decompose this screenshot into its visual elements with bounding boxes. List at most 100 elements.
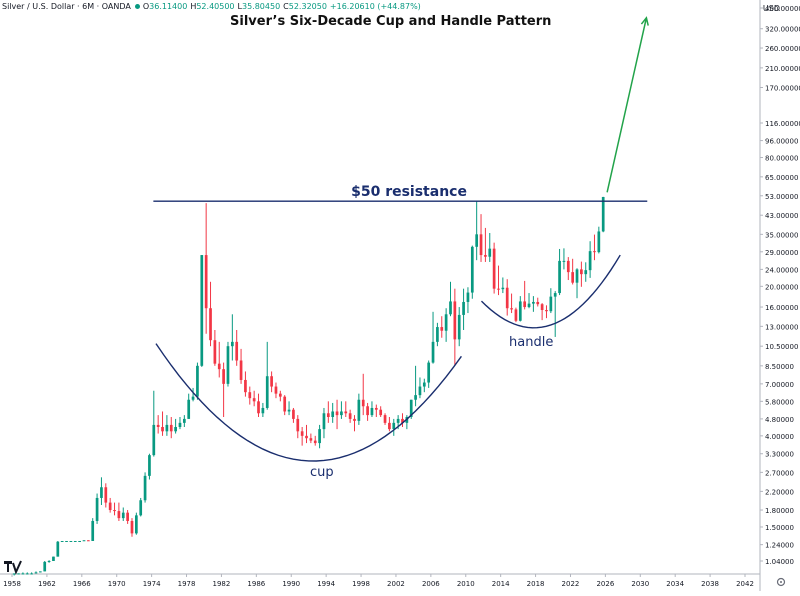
candle[interactable] (30, 572, 33, 575)
candle[interactable] (230, 314, 234, 361)
candle[interactable] (100, 477, 103, 506)
candle[interactable] (536, 297, 540, 307)
candle[interactable] (174, 418, 177, 434)
candle[interactable] (453, 288, 457, 366)
candle[interactable] (405, 415, 409, 430)
candle[interactable] (148, 453, 151, 480)
candle[interactable] (418, 377, 422, 399)
candle[interactable] (248, 386, 252, 405)
candle[interactable] (261, 402, 265, 417)
candle[interactable] (401, 413, 404, 427)
candle[interactable] (566, 257, 570, 281)
candle[interactable] (440, 316, 444, 338)
candle[interactable] (296, 415, 300, 439)
candle[interactable] (523, 280, 527, 310)
candle[interactable] (34, 571, 38, 574)
candle[interactable] (361, 373, 365, 416)
projection-arrow[interactable] (606, 17, 648, 193)
candle[interactable] (484, 227, 487, 262)
candle[interactable] (69, 540, 73, 542)
candle[interactable] (457, 307, 461, 347)
candle[interactable] (505, 279, 509, 316)
currency-label[interactable]: USD (762, 4, 780, 13)
candle[interactable] (374, 404, 378, 417)
candle[interactable] (191, 387, 195, 402)
candle[interactable] (497, 265, 500, 296)
candle[interactable] (73, 540, 77, 542)
candle[interactable] (257, 393, 260, 417)
candle[interactable] (283, 395, 287, 416)
candle[interactable] (43, 561, 47, 572)
candle[interactable] (17, 573, 20, 575)
candle[interactable] (593, 234, 596, 261)
candle[interactable] (65, 540, 68, 542)
candle[interactable] (370, 401, 374, 417)
candle[interactable] (422, 378, 426, 393)
candle[interactable] (501, 277, 505, 294)
candle[interactable] (562, 248, 566, 270)
candle[interactable] (383, 413, 387, 425)
candle[interactable] (414, 365, 417, 407)
candle[interactable] (60, 540, 64, 542)
candle[interactable] (278, 390, 282, 402)
candle[interactable] (200, 255, 204, 367)
candle[interactable] (169, 416, 173, 439)
candle[interactable] (52, 556, 55, 561)
candle[interactable] (47, 560, 51, 563)
candle[interactable] (56, 540, 60, 557)
candle[interactable] (575, 268, 579, 299)
candle[interactable] (549, 288, 553, 314)
candle[interactable] (239, 348, 243, 384)
candle[interactable] (553, 291, 557, 337)
tradingview-logo-icon[interactable] (4, 560, 22, 575)
candle[interactable] (300, 426, 304, 446)
candle[interactable] (466, 287, 470, 314)
candle[interactable] (392, 418, 396, 436)
candle[interactable] (182, 415, 186, 427)
candle[interactable] (252, 390, 256, 407)
candle[interactable] (331, 402, 335, 423)
candle[interactable] (121, 507, 125, 521)
candle[interactable] (156, 415, 160, 434)
cup-curve[interactable] (155, 343, 462, 462)
candle[interactable] (134, 512, 138, 535)
candle[interactable] (178, 416, 182, 430)
candle[interactable] (588, 241, 592, 278)
candle[interactable] (265, 341, 269, 410)
candle[interactable] (313, 435, 317, 446)
candle[interactable] (152, 390, 156, 457)
candle[interactable] (165, 415, 169, 436)
candle[interactable] (209, 281, 212, 347)
candle[interactable] (344, 401, 348, 417)
candle[interactable] (514, 307, 518, 323)
candle[interactable] (226, 341, 230, 387)
candle[interactable] (427, 360, 431, 388)
candle[interactable] (25, 572, 29, 575)
candle[interactable] (318, 424, 321, 449)
candle[interactable] (532, 296, 535, 312)
candle[interactable] (527, 293, 531, 309)
candle[interactable] (113, 502, 116, 516)
candle[interactable] (322, 407, 326, 439)
candle[interactable] (21, 572, 25, 575)
candle[interactable] (213, 329, 217, 366)
candle[interactable] (187, 393, 191, 419)
candle[interactable] (139, 497, 143, 517)
candle[interactable] (353, 415, 356, 432)
candle[interactable] (217, 341, 221, 378)
candle[interactable] (436, 322, 439, 347)
candle[interactable] (366, 402, 369, 421)
candle[interactable] (95, 493, 99, 524)
candle[interactable] (475, 201, 479, 261)
handle-curve[interactable] (480, 254, 621, 329)
candle[interactable] (104, 483, 108, 508)
candle[interactable] (143, 472, 147, 503)
candle[interactable] (470, 245, 474, 299)
candle[interactable] (492, 242, 496, 294)
candle[interactable] (235, 329, 239, 366)
chart-symbol-title[interactable]: Silver / U.S. Dollar · 6M · OANDA (2, 2, 131, 11)
candle[interactable] (540, 303, 544, 321)
candle[interactable] (12, 573, 16, 576)
candle[interactable] (108, 497, 112, 513)
